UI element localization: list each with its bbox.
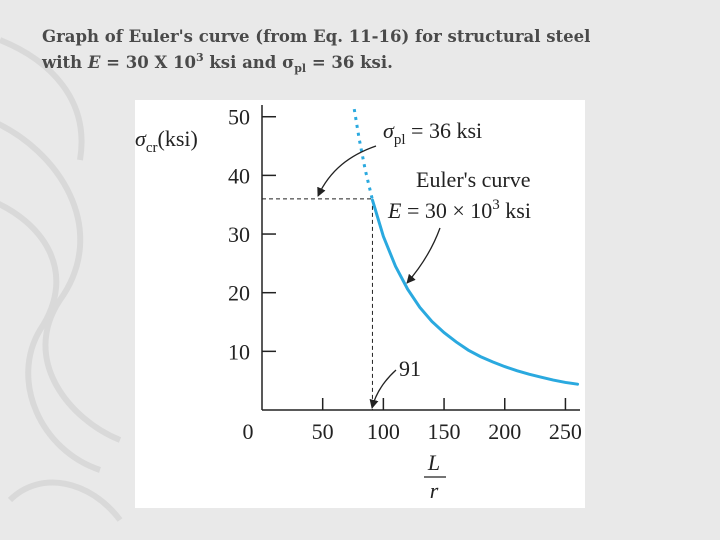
y-label-part: σ bbox=[135, 126, 147, 151]
euler-curve bbox=[370, 198, 580, 386]
y-tick-label: 30 bbox=[228, 222, 250, 247]
y-label-part: cr bbox=[146, 140, 158, 156]
annotation-part: = 30 × 10 bbox=[401, 198, 492, 223]
x-axis-label: L bbox=[427, 450, 440, 475]
title-line: Graph of Euler's curve (from Eq. 11-16) … bbox=[42, 27, 590, 46]
arrow bbox=[406, 227, 441, 284]
x-tick-label: 100 bbox=[367, 419, 400, 444]
x-tick-label: 200 bbox=[488, 419, 521, 444]
annotation-part: 3 bbox=[492, 197, 500, 213]
y-label-part: (ksi) bbox=[158, 126, 198, 151]
title-part: σ bbox=[282, 53, 294, 72]
title-part: = 36 ksi. bbox=[306, 53, 393, 72]
title-part: with bbox=[41, 53, 88, 72]
arrow bbox=[317, 145, 377, 197]
decoration bbox=[0, 37, 123, 522]
y-tick-label: 50 bbox=[228, 105, 250, 130]
y-axis-label: σcr(ksi) bbox=[135, 126, 198, 156]
annotation-part: σ bbox=[383, 118, 395, 143]
title-part: E bbox=[87, 53, 101, 72]
x-tick-label: 150 bbox=[428, 419, 461, 444]
x-axis-label: r bbox=[430, 478, 439, 503]
title-line: with E = 30 X 103 ksi and σpl = 36 ksi. bbox=[41, 51, 393, 75]
annotation: E = 30 × 103 ksi bbox=[387, 197, 531, 223]
x-tick-label: 250 bbox=[549, 419, 582, 444]
annotation: 91 bbox=[399, 356, 421, 381]
annotation-part: = 36 ksi bbox=[406, 118, 483, 143]
annotation-part: pl bbox=[394, 132, 406, 148]
title-part: 3 bbox=[196, 51, 204, 64]
annotation: σpl = 36 ksi bbox=[383, 118, 482, 148]
annotation: Euler's curve bbox=[416, 167, 531, 192]
arrow bbox=[369, 369, 397, 409]
x-tick-label: 50 bbox=[312, 419, 334, 444]
title-part: pl bbox=[294, 62, 306, 75]
title-part: = 30 X 10 bbox=[100, 53, 196, 72]
x-tick-label: 0 bbox=[243, 419, 254, 444]
figure-panel bbox=[135, 100, 585, 508]
y-tick-label: 20 bbox=[228, 281, 250, 306]
y-tick-label: 10 bbox=[228, 339, 250, 364]
y-tick-label: 40 bbox=[228, 163, 250, 188]
annotation-part: ksi bbox=[500, 198, 531, 223]
annotation-part: E bbox=[387, 198, 402, 223]
title-part: ksi and bbox=[204, 53, 282, 72]
